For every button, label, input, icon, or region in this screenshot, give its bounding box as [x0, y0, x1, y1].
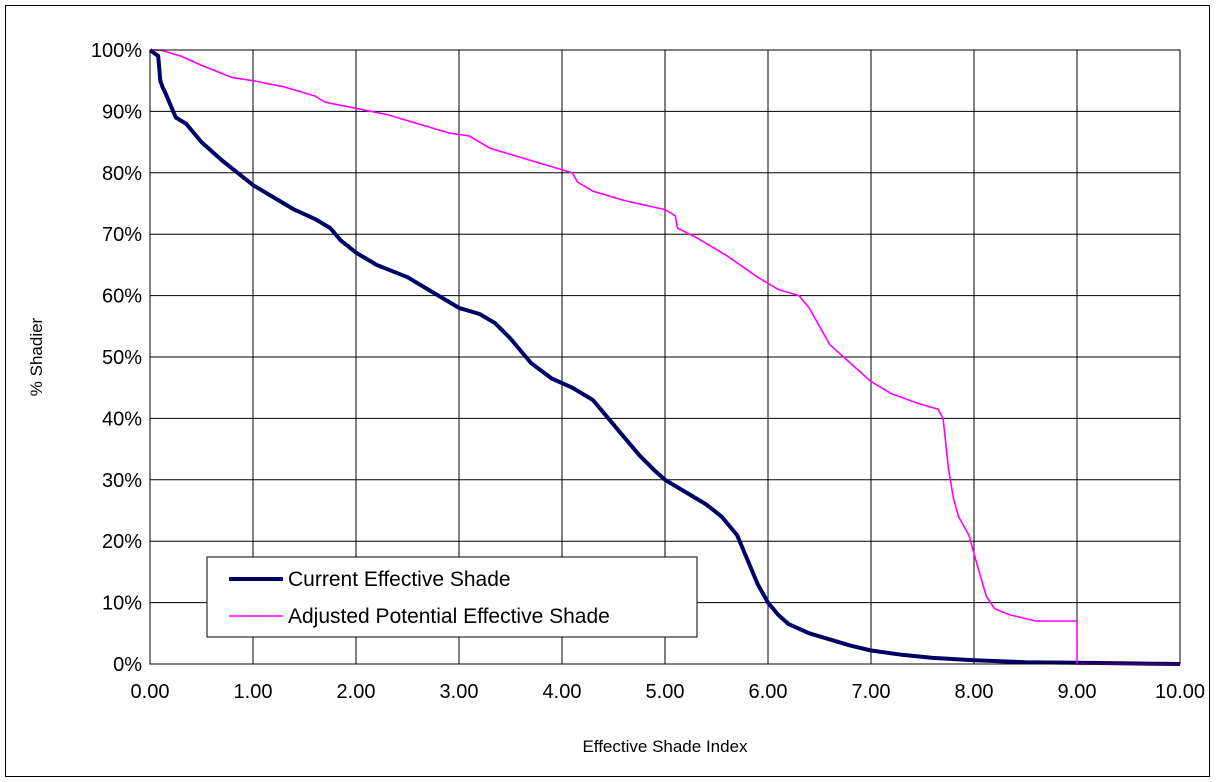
x-tick-label: 5.00	[646, 681, 685, 703]
x-tick-label: 9.00	[1058, 681, 1097, 703]
y-tick-label: 40%	[102, 408, 142, 430]
x-tick-label: 0.00	[131, 681, 170, 703]
y-tick-label: 50%	[102, 347, 142, 369]
x-tick-label: 10.00	[1155, 681, 1205, 703]
x-tick-label: 8.00	[955, 681, 994, 703]
x-tick-label: 1.00	[234, 681, 273, 703]
legend-label-current-effective-shade: Current Effective Shade	[288, 568, 511, 591]
y-tick-label: 20%	[102, 531, 142, 553]
y-tick-label: 10%	[102, 593, 142, 615]
y-tick-label: 70%	[102, 224, 142, 246]
y-tick-label: 60%	[102, 286, 142, 308]
y-tick-label: 0%	[113, 654, 142, 676]
y-axis-title: % Shadier	[27, 317, 46, 396]
y-tick-label: 90%	[102, 101, 142, 123]
legend: Current Effective Shade Adjusted Potenti…	[207, 557, 697, 637]
legend-label-adjusted-potential-effective-shade: Adjusted Potential Effective Shade	[288, 605, 610, 628]
x-tick-label: 7.00	[852, 681, 891, 703]
x-tick-label: 3.00	[440, 681, 479, 703]
x-tick-label: 2.00	[337, 681, 376, 703]
y-tick-labels: 0% 10% 20% 30% 40% 50% 60% 70% 80% 90% 100%	[91, 40, 142, 676]
y-tick-label: 30%	[102, 470, 142, 492]
x-axis-title: Effective Shade Index	[582, 737, 748, 756]
y-tick-label: 80%	[102, 163, 142, 185]
x-tick-label: 6.00	[749, 681, 788, 703]
x-tick-label: 4.00	[543, 681, 582, 703]
x-tick-labels: 0.00 1.00 2.00 3.00 4.00 5.00 6.00 7.00 8.00 9.00…	[131, 681, 1206, 703]
y-tick-label: 100%	[91, 40, 142, 62]
